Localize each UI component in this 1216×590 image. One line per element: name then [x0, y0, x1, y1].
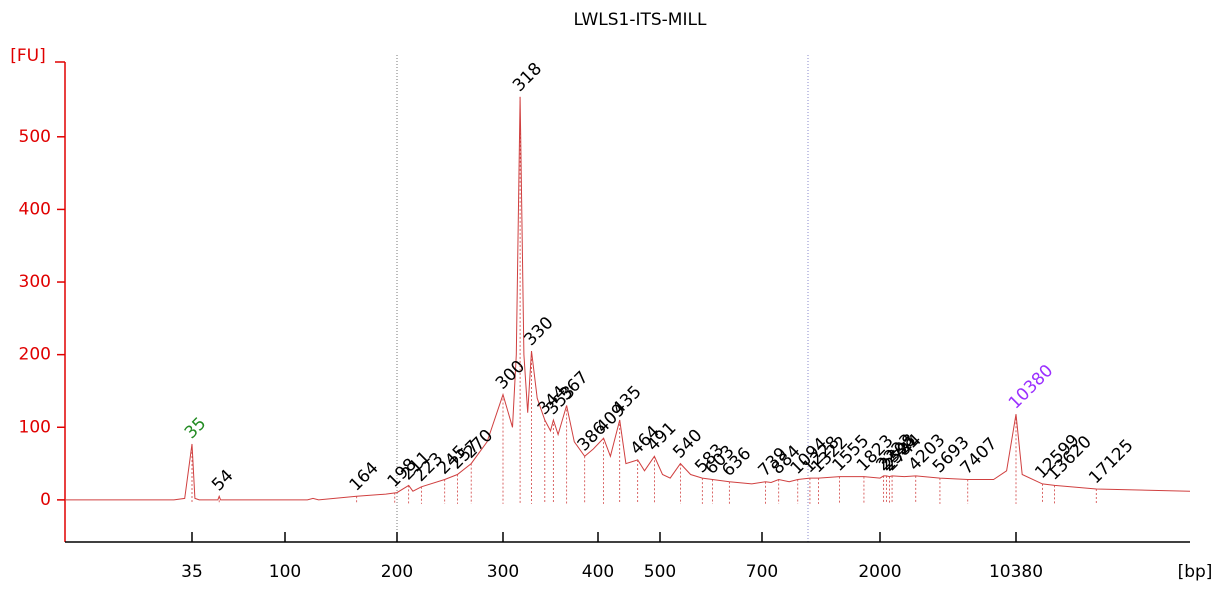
y-tick-label: 0: [40, 490, 51, 510]
peak-label: 330: [520, 313, 557, 350]
y-axis-label: [FU]: [10, 46, 46, 66]
y-tick-label: 500: [19, 127, 51, 147]
y-tick-label: 400: [19, 199, 51, 219]
x-tick-label: 400: [582, 562, 614, 582]
peak-label: 300: [492, 357, 529, 394]
peak-label: 164: [346, 458, 383, 495]
x-tick-label: 100: [269, 562, 301, 582]
x-tick-label: 700: [746, 562, 778, 582]
x-tick-label: 200: [381, 562, 413, 582]
x-tick-label: 2000: [858, 562, 901, 582]
y-tick-label: 300: [19, 272, 51, 292]
x-tick-label: 10380: [989, 562, 1043, 582]
y-tick-label: 200: [19, 345, 51, 365]
x-tick-label: 35: [181, 562, 203, 582]
peak-label: 54: [208, 466, 237, 495]
x-tick-label: 500: [644, 562, 676, 582]
x-axis-label: [bp]: [1178, 562, 1213, 582]
y-tick-label: 100: [19, 417, 51, 437]
trace-line: [65, 96, 1191, 501]
peak-label: 10380: [1005, 361, 1057, 413]
x-tick-label: 300: [487, 562, 519, 582]
peak-label: 35: [181, 414, 210, 443]
peak-label: 318: [509, 59, 546, 96]
chart-title: LWLS1-ITS-MILL: [574, 10, 707, 30]
